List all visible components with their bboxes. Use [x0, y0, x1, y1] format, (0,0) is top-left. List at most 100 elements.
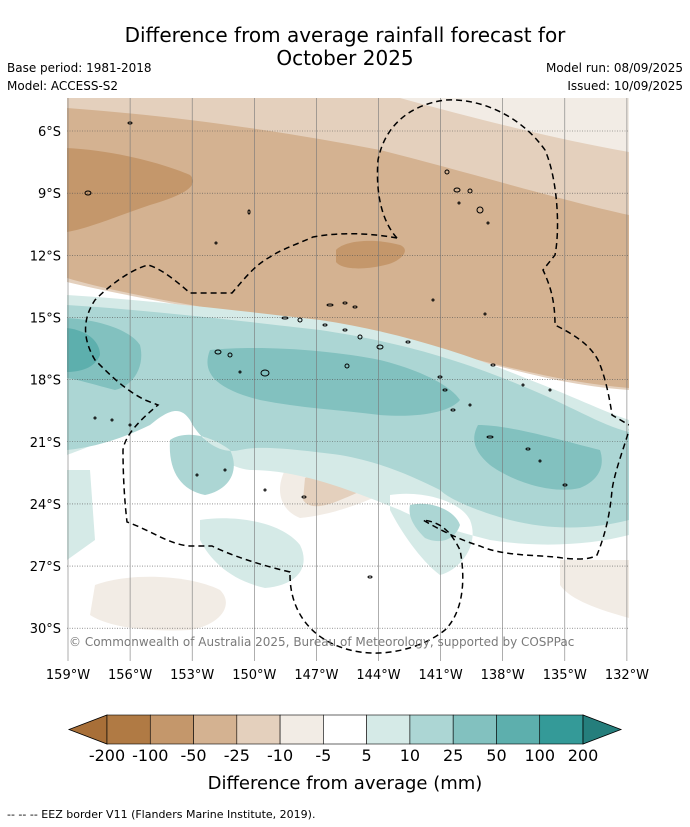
island-outline	[342, 328, 348, 332]
colorbar-swatch	[279, 714, 324, 745]
longitude-label: 138°W	[481, 668, 525, 683]
legend-label: Difference from average (mm)	[208, 773, 483, 794]
island-outline	[442, 388, 448, 392]
eez-border-north	[376, 99, 629, 426]
longitude-labels: 159°W 156°W 153°W 150°W 147°W 144°W 141°W 138°W…	[46, 668, 649, 683]
island-outline	[476, 206, 484, 214]
latitude-label: 9°S	[38, 187, 61, 202]
latitude-label: 30°S	[30, 622, 61, 637]
colorbar-tick-label: -200	[89, 746, 125, 765]
colorbar-swatch	[496, 714, 541, 745]
latitude-label: 6°S	[38, 125, 61, 140]
island-outline	[538, 459, 542, 463]
island-outline	[562, 483, 568, 487]
colorbar-tick-label: -10	[267, 746, 293, 765]
island-outline	[467, 188, 473, 194]
colorbar-extend-high	[582, 714, 623, 745]
latitude-label: 27°S	[30, 560, 61, 575]
longitude-label: 144°W	[356, 668, 400, 683]
title-line-1: Difference from average rainfall forecas…	[124, 23, 566, 47]
longitude-label: 150°W	[232, 668, 276, 683]
island-outline	[238, 370, 242, 374]
island-outline	[490, 363, 496, 367]
island-outline	[376, 344, 384, 350]
longitude-label: 159°W	[46, 668, 90, 683]
colorbar-tick-label: -50	[180, 746, 206, 765]
colorbar-tick-label: -25	[224, 746, 250, 765]
colorbar-tick-label: -100	[132, 746, 168, 765]
rainfall-map: © Commonwealth of Australia 2025, Bureau…	[30, 98, 649, 683]
issued-date: Issued: 10/09/2025	[567, 79, 683, 93]
island-outline	[486, 435, 494, 439]
island-outline	[548, 388, 552, 392]
island-outline	[247, 209, 251, 215]
island-outline	[444, 169, 450, 175]
island-outline	[450, 408, 456, 412]
colorbar-swatch	[193, 714, 238, 745]
title-line-2: October 2025	[276, 46, 414, 70]
island-outline	[437, 375, 443, 379]
colorbar-tick-label: 200	[568, 746, 599, 765]
colorbar-swatch	[409, 714, 454, 745]
island-outline	[301, 495, 307, 499]
latitude-label: 24°S	[30, 498, 61, 513]
eez-border-west	[84, 233, 398, 575]
island-outline	[223, 468, 227, 472]
island-outline	[93, 416, 97, 420]
longitude-label: 135°W	[543, 668, 587, 683]
colorbar-tick-label: 50	[486, 746, 506, 765]
island-outline	[227, 352, 233, 358]
island-outline	[357, 334, 363, 340]
island-outline	[263, 488, 267, 492]
island-outline	[457, 201, 461, 205]
contour-drier-100-central	[336, 240, 405, 269]
model-name: Model: ACCESS-S2	[7, 79, 119, 93]
island-outline	[281, 316, 289, 320]
longitude-label: 153°W	[170, 668, 214, 683]
map-plot-area: © Commonwealth of Australia 2025, Bureau…	[67, 98, 629, 661]
colorbar-tick-label: 100	[524, 746, 555, 765]
base-period: Base period: 1981-2018	[7, 61, 152, 75]
latitude-label: 12°S	[30, 249, 61, 264]
meta-left: Base period: 1981-2018 Model: ACCESS-S2	[7, 59, 152, 95]
colorbar-swatch	[452, 714, 497, 745]
colorbar-swatch	[149, 714, 194, 745]
island-outline	[127, 121, 133, 125]
longitude-label: 141°W	[419, 668, 463, 683]
colorbar-swatch	[236, 714, 281, 745]
island-outline	[525, 447, 531, 451]
island-outline	[297, 317, 303, 323]
island-outline	[352, 305, 358, 309]
island-outline	[214, 349, 222, 355]
island-outline	[344, 363, 350, 369]
longitude-label: 132°W	[605, 668, 649, 683]
island-coastlines	[84, 121, 568, 579]
colorbar	[67, 714, 623, 745]
island-outline	[367, 575, 373, 579]
longitude-label: 156°W	[108, 668, 152, 683]
colorbar-tick-label: -5	[315, 746, 331, 765]
island-outline	[453, 187, 461, 193]
latitude-label: 21°S	[30, 436, 61, 451]
island-outline	[342, 301, 348, 305]
colorbar-swatch	[323, 714, 367, 745]
eez-footnote: -- -- -- EEZ border V11 (Flanders Marine…	[7, 808, 316, 821]
island-outline	[322, 323, 328, 327]
island-outline	[468, 403, 472, 407]
island-outline	[326, 303, 334, 307]
meta-right: Model run: 08/09/2025 Issued: 10/09/2025	[546, 59, 683, 95]
contour-drier-se	[560, 560, 629, 618]
model-run: Model run: 08/09/2025	[545, 61, 683, 75]
contour-wetter-50-east	[474, 425, 602, 490]
island-outline	[84, 190, 92, 196]
island-outline	[195, 473, 199, 477]
colorbar-swatch	[539, 714, 584, 745]
island-outline	[521, 383, 525, 387]
contour-wetter-100-west	[67, 328, 100, 372]
island-outline	[431, 298, 435, 302]
latitude-label: 15°S	[30, 311, 61, 326]
latitude-label: 18°S	[30, 374, 61, 389]
colorbar-swatch	[106, 714, 151, 745]
colorbar-tick-label: 5	[362, 746, 372, 765]
